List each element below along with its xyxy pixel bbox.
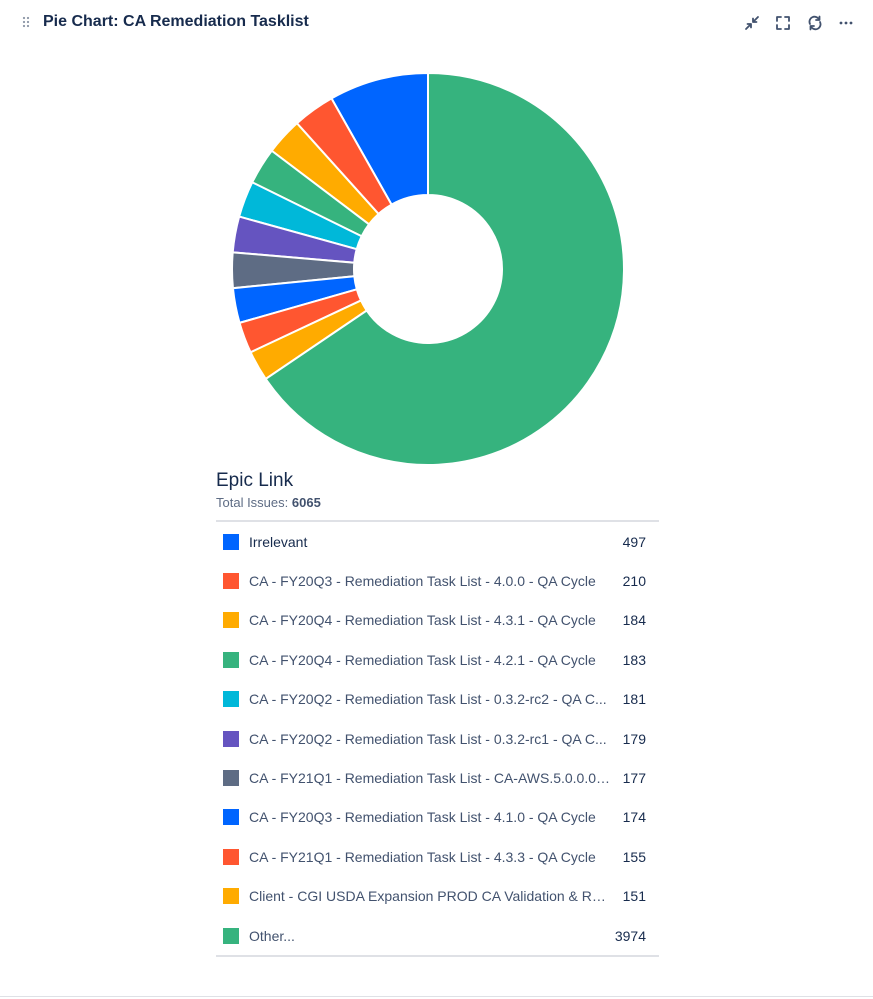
legend-label[interactable]: Client - CGI USDA Expansion PROD CA Vali… [249, 888, 611, 905]
legend-table: Irrelevant 497 CA - FY20Q3 - Remediation T… [216, 520, 659, 958]
legend-swatch [223, 691, 239, 708]
legend-row[interactable]: CA - FY20Q3 - Remediation Task List - 4.… [216, 798, 659, 837]
legend-header: Epic Link Total Issues: 6065 [216, 470, 659, 510]
legend-count: 155 [622, 848, 646, 865]
legend-swatch [223, 770, 239, 787]
donut-chart [231, 71, 625, 466]
gadget-header: Pie Chart: CA Remediation Tasklist [0, 0, 873, 46]
legend-row[interactable]: CA - FY20Q4 - Remediation Task List - 4.… [216, 601, 659, 640]
legend-row[interactable]: CA - FY21Q1 - Remediation Task List - 4.… [216, 837, 659, 876]
legend-swatch [223, 533, 239, 550]
fullscreen-button[interactable] [771, 11, 795, 35]
legend-label[interactable]: Irrelevant [249, 533, 308, 550]
drag-handle-icon[interactable] [22, 16, 30, 28]
legend-swatch [223, 612, 239, 629]
legend-count: 497 [622, 533, 646, 550]
legend-count: 179 [622, 730, 646, 747]
legend-label[interactable]: CA - FY21Q1 - Remediation Task List - 4.… [249, 848, 596, 865]
more-button[interactable] [834, 11, 858, 35]
fullscreen-icon [776, 16, 790, 30]
legend-count: 184 [622, 612, 646, 629]
legend-swatch [223, 809, 239, 826]
more-icon [839, 21, 853, 25]
refresh-button[interactable] [803, 11, 827, 35]
legend-label[interactable]: CA - FY20Q4 - Remediation Task List - 4.… [249, 651, 596, 668]
total-issues: Total Issues: 6065 [216, 495, 659, 510]
legend-count: 174 [622, 809, 646, 826]
legend-count: 183 [622, 651, 646, 668]
legend-title: Epic Link [216, 470, 294, 491]
legend-count: 210 [622, 573, 646, 590]
legend-row[interactable]: CA - FY20Q4 - Remediation Task List - 4.… [216, 640, 659, 679]
legend-swatch [223, 651, 239, 668]
legend-swatch [223, 730, 239, 747]
legend-label[interactable]: CA - FY20Q4 - Remediation Task List - 4.… [249, 612, 596, 629]
legend-label[interactable]: CA - FY21Q1 - Remediation Task List - CA… [249, 770, 611, 787]
legend-row[interactable]: CA - FY20Q3 - Remediation Task List - 4.… [216, 561, 659, 600]
legend-row[interactable]: Other... 3974 [216, 916, 659, 955]
legend-swatch [223, 888, 239, 905]
legend-row[interactable]: CA - FY21Q1 - Remediation Task List - CA… [216, 758, 659, 797]
footer-divider [0, 996, 873, 997]
minimize-icon [745, 16, 759, 30]
legend-count: 181 [622, 691, 646, 708]
legend-count: 3974 [614, 927, 646, 944]
total-issues-label: Total Issues: [216, 495, 289, 510]
legend-row[interactable]: Client - CGI USDA Expansion PROD CA Vali… [216, 877, 659, 916]
legend-swatch [223, 848, 239, 865]
legend-label[interactable]: CA - FY20Q3 - Remediation Task List - 4.… [249, 573, 596, 590]
legend-row[interactable]: CA - FY20Q2 - Remediation Task List - 0.… [216, 680, 659, 719]
refresh-icon [808, 15, 822, 31]
legend-swatch [223, 573, 239, 590]
legend-count: 151 [622, 888, 646, 905]
gadget-title: Pie Chart: CA Remediation Tasklist [43, 13, 309, 30]
legend-label[interactable]: CA - FY20Q3 - Remediation Task List - 4.… [249, 809, 596, 826]
minimize-button[interactable] [740, 11, 764, 35]
legend-label[interactable]: CA - FY20Q2 - Remediation Task List - 0.… [249, 730, 607, 747]
total-issues-value: 6065 [291, 495, 321, 510]
legend-label[interactable]: CA - FY20Q2 - Remediation Task List - 0.… [249, 691, 607, 708]
legend-row[interactable]: CA - FY20Q2 - Remediation Task List - 0.… [216, 719, 659, 758]
legend-row[interactable]: Irrelevant 497 [216, 522, 659, 561]
legend-label[interactable]: Other... [249, 927, 295, 944]
pie-slice-11[interactable] [264, 71, 625, 466]
legend-count: 177 [622, 770, 646, 787]
legend-swatch [223, 927, 239, 944]
